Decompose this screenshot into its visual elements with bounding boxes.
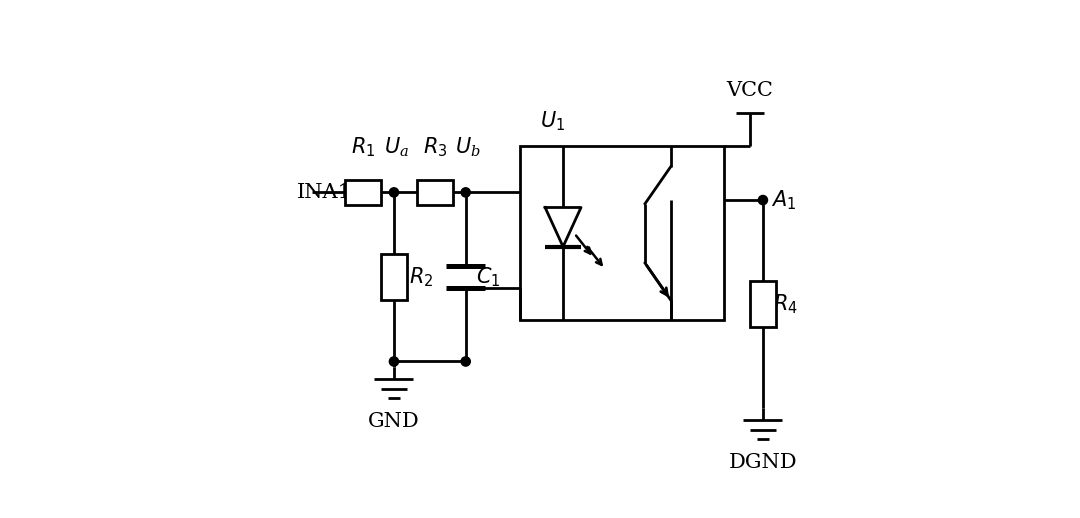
Circle shape [461, 357, 470, 366]
Polygon shape [545, 208, 581, 247]
Text: $U_{\mathregular{b}}$: $U_{\mathregular{b}}$ [456, 136, 481, 159]
Circle shape [461, 188, 470, 197]
Bar [346, 180, 381, 205]
Bar [381, 254, 407, 300]
Circle shape [390, 188, 399, 197]
Text: INA1: INA1 [297, 183, 352, 202]
Text: $R_2$: $R_2$ [409, 265, 434, 289]
Text: $R_3$: $R_3$ [422, 136, 447, 159]
Bar [417, 180, 453, 205]
Text: $A_1$: $A_1$ [771, 188, 796, 212]
Text: GND: GND [368, 412, 420, 431]
Text: $R_4$: $R_4$ [773, 292, 798, 315]
Circle shape [390, 357, 399, 366]
Text: $C_1$: $C_1$ [476, 265, 500, 289]
Text: $R_1$: $R_1$ [351, 136, 376, 159]
Text: VCC: VCC [727, 81, 773, 100]
Bar [519, 146, 725, 321]
Text: $U_{\mathregular{a}}$: $U_{\mathregular{a}}$ [384, 136, 409, 159]
Circle shape [758, 195, 768, 205]
Bar [751, 281, 775, 327]
Text: $U_1$: $U_1$ [540, 110, 565, 134]
Text: DGND: DGND [729, 453, 797, 472]
